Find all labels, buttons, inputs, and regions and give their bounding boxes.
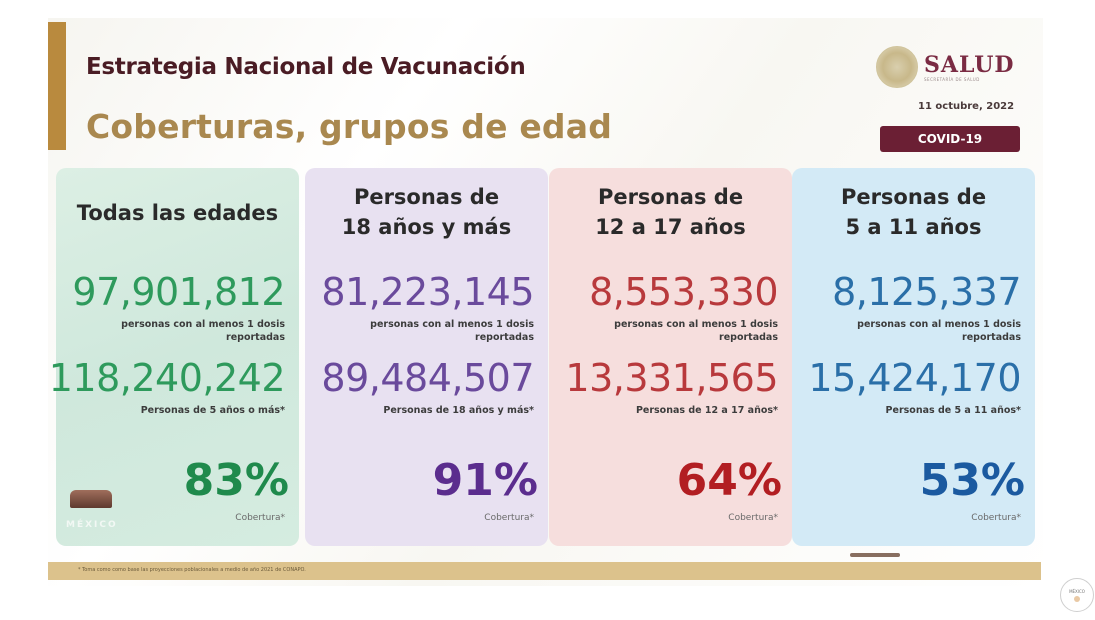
coverage-label: Cobertura* bbox=[484, 513, 534, 523]
page-title: Estrategia Nacional de Vacunación bbox=[86, 54, 526, 80]
panel-heading-line2: 18 años y más bbox=[341, 215, 512, 239]
mexico-logo: MÉXICO bbox=[66, 480, 116, 530]
vaccinated-label-line2: reportadas bbox=[719, 332, 778, 343]
vaccinated-label: personas con al menos 1 dosis reportadas bbox=[304, 318, 534, 344]
vaccinated-label-line2: reportadas bbox=[962, 332, 1021, 343]
vaccinated-label-line1: personas con al menos 1 dosis bbox=[614, 319, 778, 330]
panel-heading-line2: 5 a 11 años bbox=[845, 215, 982, 239]
vaccinated-label-line2: reportadas bbox=[226, 332, 285, 343]
panel-heading: Todas las edades bbox=[56, 198, 299, 228]
panel-heading: Personas de 12 a 17 años bbox=[549, 182, 792, 242]
population-count: 89,484,507 bbox=[321, 356, 534, 400]
population-count: 118,240,242 bbox=[48, 356, 286, 400]
buildings-icon bbox=[70, 490, 112, 508]
logo-name: SALUD bbox=[924, 51, 1015, 78]
vaccinated-label-line2: reportadas bbox=[475, 332, 534, 343]
logo-text: SALUD SECRETARÍA DE SALUD bbox=[924, 53, 1015, 82]
panel-heading-line1: Personas de bbox=[840, 185, 987, 209]
panel-heading-line2: 12 a 17 años bbox=[595, 215, 746, 239]
panel-heading-line1: Todas las edades bbox=[76, 201, 279, 225]
panel-heading-line1: Personas de bbox=[353, 185, 500, 209]
logo-tagline: SECRETARÍA DE SALUD bbox=[924, 76, 980, 82]
panel-18-plus: Personas de 18 años y más 81,223,145 per… bbox=[305, 168, 548, 546]
coverage-label: Cobertura* bbox=[971, 513, 1021, 523]
salud-logo: SALUD SECRETARÍA DE SALUD bbox=[876, 46, 1015, 88]
coverage-percent: 53% bbox=[919, 455, 1025, 506]
coverage-percent: 64% bbox=[676, 455, 782, 506]
panel-all-ages: Todas las edades 97,901,812 personas con… bbox=[49, 168, 299, 546]
vaccinated-label-line1: personas con al menos 1 dosis bbox=[121, 319, 285, 330]
population-count: 13,331,565 bbox=[565, 356, 778, 400]
coverage-label: Cobertura* bbox=[235, 513, 285, 523]
population-label: Personas de 5 a 11 años* bbox=[885, 405, 1021, 416]
panel-5-11: Personas de 5 a 11 años 8,125,337 person… bbox=[792, 168, 1035, 546]
corner-watermark-badge: MÉXICO bbox=[1060, 578, 1094, 612]
population-label: Personas de 5 años o más* bbox=[140, 405, 285, 416]
vaccinated-label-line1: personas con al menos 1 dosis bbox=[370, 319, 534, 330]
accent-bar bbox=[48, 22, 66, 150]
corner-badge-text: MÉXICO bbox=[1069, 588, 1085, 594]
footer-note: * Toma como como base las proyecciones p… bbox=[78, 567, 306, 573]
panel-heading: Personas de 5 a 11 años bbox=[792, 182, 1035, 242]
page-subtitle: Coberturas, grupos de edad bbox=[86, 107, 613, 146]
national-seal-icon bbox=[876, 46, 918, 88]
corner-badge-dot-icon bbox=[1074, 595, 1080, 602]
vaccinated-count: 8,553,330 bbox=[589, 270, 778, 314]
vaccinated-label: personas con al menos 1 dosis reportadas bbox=[55, 318, 285, 344]
vaccinated-count: 81,223,145 bbox=[321, 270, 534, 314]
population-label: Personas de 12 a 17 años* bbox=[635, 405, 778, 416]
vaccinated-label-line1: personas con al menos 1 dosis bbox=[857, 319, 1021, 330]
report-date: 11 octubre, 2022 bbox=[918, 101, 1015, 112]
panel-heading: Personas de 18 años y más bbox=[305, 182, 548, 242]
vaccinated-count: 8,125,337 bbox=[832, 270, 1021, 314]
vaccinated-label: personas con al menos 1 dosis reportadas bbox=[791, 318, 1021, 344]
mexico-logo-text: MÉXICO bbox=[66, 520, 118, 530]
vaccinated-count: 97,901,812 bbox=[72, 270, 285, 314]
panel-12-17: Personas de 12 a 17 años 8,553,330 perso… bbox=[549, 168, 792, 546]
panel-heading-line1: Personas de bbox=[597, 185, 744, 209]
coverage-percent: 83% bbox=[183, 455, 289, 506]
decorative-stroke bbox=[850, 553, 900, 557]
vaccinated-label: personas con al menos 1 dosis reportadas bbox=[548, 318, 778, 344]
population-label: Personas de 18 años y más* bbox=[383, 405, 534, 416]
coverage-percent: 91% bbox=[432, 455, 538, 506]
population-count: 15,424,170 bbox=[808, 356, 1021, 400]
footer-bar bbox=[48, 562, 1041, 580]
coverage-label: Cobertura* bbox=[728, 513, 778, 523]
covid-badge: COVID-19 bbox=[880, 126, 1020, 152]
